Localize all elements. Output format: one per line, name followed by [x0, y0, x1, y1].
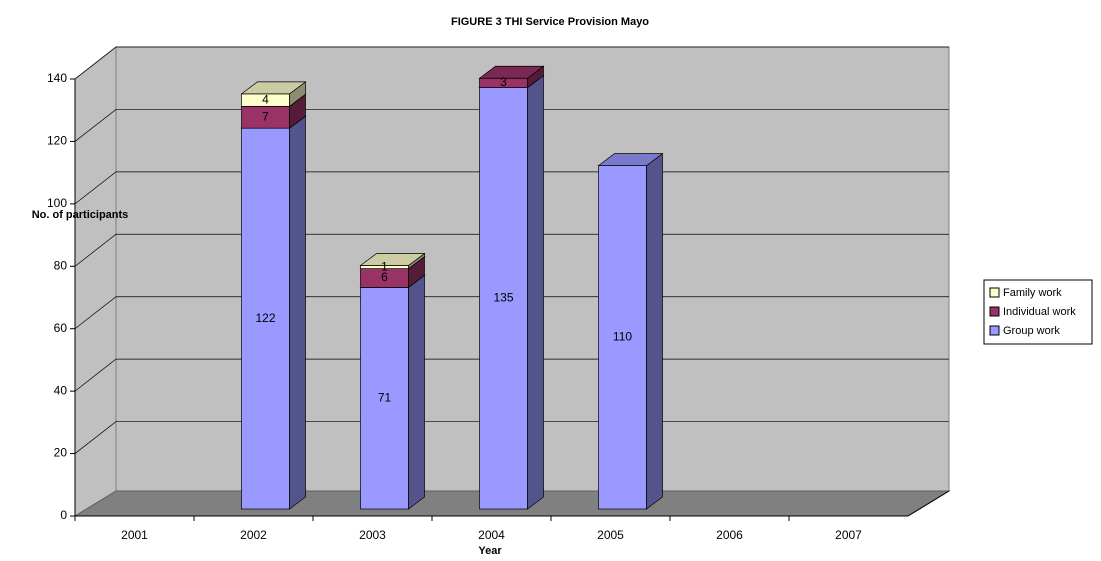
y-tick-label: 40 — [54, 383, 68, 397]
legend-swatch — [989, 306, 1000, 317]
y-tick-label: 60 — [54, 321, 68, 335]
bar-top — [597, 153, 664, 166]
y-tick-label: 140 — [47, 71, 67, 85]
data-label: 135 — [493, 290, 513, 304]
bar-side — [289, 115, 306, 510]
bar-top — [359, 253, 426, 266]
bar-side — [646, 152, 663, 510]
grid-line — [74, 421, 949, 454]
data-label: 6 — [381, 270, 388, 284]
bar-side — [408, 274, 425, 510]
legend-label: Group work — [1003, 325, 1060, 337]
bar-segment — [598, 165, 647, 510]
x-tick-label: 2003 — [359, 528, 386, 542]
side-wall — [74, 45, 117, 517]
bar-segment — [360, 287, 409, 510]
legend: Family work Individual work Group work — [983, 279, 1093, 345]
data-label: 110 — [613, 329, 632, 343]
legend-label: Individual work — [1003, 306, 1076, 318]
bar-side — [527, 74, 544, 510]
data-label: 7 — [262, 109, 269, 123]
grid-line — [74, 296, 949, 329]
x-tick-label: 2007 — [835, 528, 862, 542]
y-tick-label: 0 — [60, 508, 67, 522]
y-tick-label: 20 — [54, 446, 68, 460]
x-tick-label: 2001 — [121, 528, 148, 542]
x-axis-back — [907, 490, 950, 517]
x-tick-label: 2005 — [597, 528, 624, 542]
legend-swatch — [989, 287, 1000, 298]
grid-line — [74, 171, 949, 205]
y-tick-label: 100 — [47, 196, 67, 210]
y-axis-label: No. of participants — [32, 209, 129, 221]
data-label: 4 — [262, 92, 269, 106]
x-axis-label: Year — [478, 545, 502, 557]
bar-segment — [479, 87, 528, 510]
data-label: 3 — [500, 75, 507, 89]
legend-swatch — [989, 325, 1000, 336]
grid-line — [74, 358, 949, 392]
grid-line — [74, 233, 949, 267]
legend-label: Family work — [1003, 287, 1062, 299]
bar-top — [478, 65, 545, 79]
x-tick-label: 2002 — [240, 528, 267, 542]
bar-top — [240, 81, 307, 95]
x-tick-label: 2004 — [478, 528, 505, 542]
x-tick-label: 2006 — [716, 528, 743, 542]
grid-line — [74, 109, 949, 142]
plot-area: 0 20 40 60 80 100 120 140 2001 2002 122 7 4 2003 71 61 2… — [47, 45, 951, 542]
y-tick-label: 120 — [47, 134, 67, 148]
data-label: 122 — [255, 311, 275, 325]
chart-title: FIGURE 3 THI Service Provision Mayo — [451, 16, 649, 28]
y-tick-label: 80 — [54, 258, 68, 272]
data-label: 1 — [381, 259, 388, 273]
data-label: 71 — [378, 390, 392, 404]
grid-line — [74, 46, 949, 80]
legend-box — [983, 279, 1093, 345]
